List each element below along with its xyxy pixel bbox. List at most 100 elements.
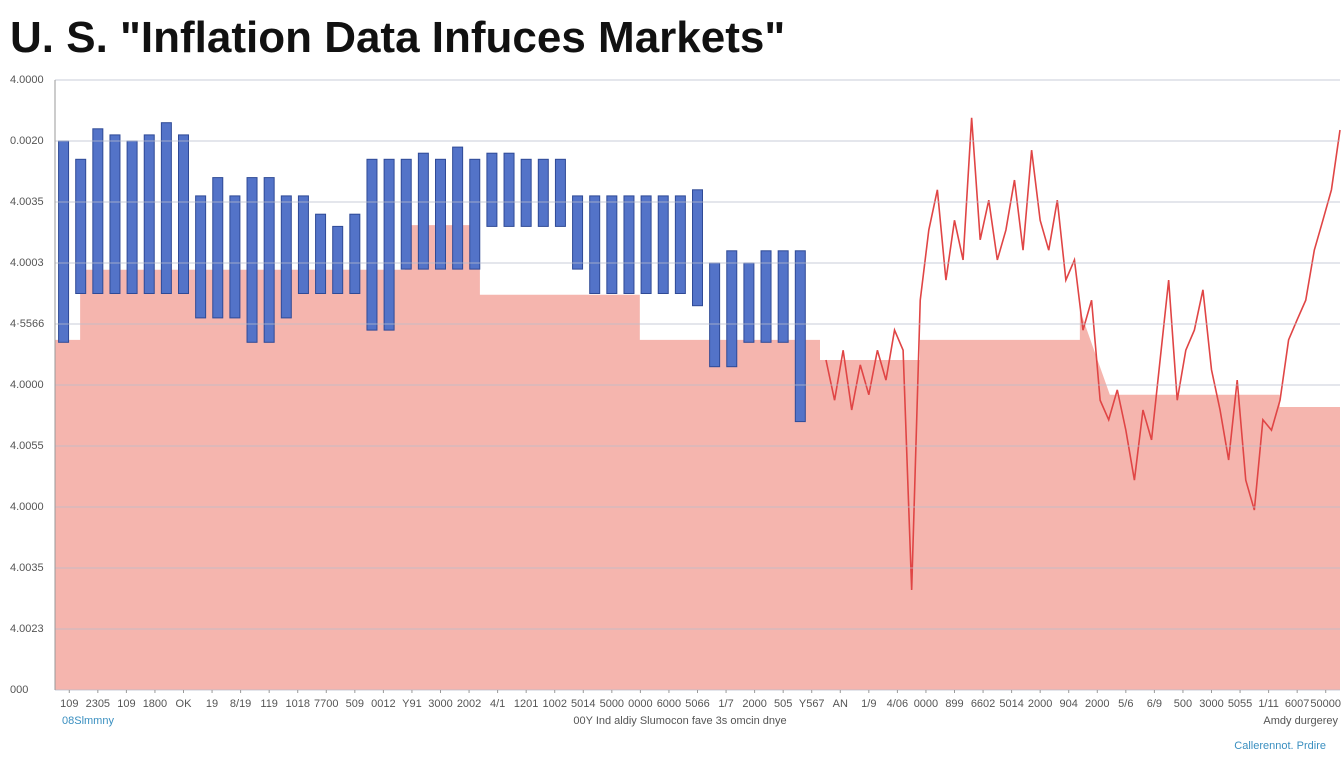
y-tick-label: 4.0035 — [10, 196, 44, 208]
x-tick-label: 2305 — [86, 698, 110, 710]
bar — [503, 152, 515, 227]
bar — [417, 152, 429, 270]
x-tick-label: 500 — [1174, 698, 1192, 710]
bar — [383, 158, 395, 331]
y-tick-label: 4.0055 — [10, 440, 44, 452]
x-tick-label: 50000 — [1310, 698, 1341, 710]
x-tick-label: 1201 — [514, 698, 538, 710]
bar — [692, 189, 703, 307]
x-tick-label: 5014 — [999, 698, 1023, 710]
x-tick-label: 0012 — [371, 698, 395, 710]
x-tick-label: 0000 — [628, 698, 652, 710]
x-tick-label: 1018 — [285, 698, 309, 710]
bar — [366, 158, 378, 331]
bar — [92, 128, 104, 294]
bar — [58, 140, 70, 343]
y-tick-label: 4·5566 — [10, 318, 44, 330]
x-tick-label: 2000 — [1028, 698, 1052, 710]
x-tick-label: 1/7 — [718, 698, 733, 710]
x-tick-label: 1002 — [542, 698, 566, 710]
bar — [726, 250, 738, 368]
x-tick-label: 6/9 — [1147, 698, 1162, 710]
bar — [674, 195, 686, 294]
bar — [486, 152, 498, 227]
x-tick-label: OK — [176, 698, 193, 710]
y-tick-label: 4.0000 — [10, 501, 44, 513]
x-tick-label: 2000 — [742, 698, 766, 710]
annotation: Amdy durgerey — [1263, 715, 1338, 727]
bar — [572, 195, 584, 270]
bar — [263, 177, 275, 343]
annotation: 00Y Ind aldiy Slumocon fave 3s omcin dny… — [573, 715, 786, 727]
x-tick-label: 7700 — [314, 698, 338, 710]
x-tick-label: 109 — [117, 698, 135, 710]
y-tick-label: 4.0000 — [10, 74, 44, 86]
line — [825, 117, 1341, 590]
bar — [160, 122, 172, 294]
bar — [297, 195, 309, 294]
y-tick-label: 4.0023 — [10, 623, 44, 635]
area — [55, 225, 1340, 690]
bar — [280, 195, 292, 319]
bar — [143, 134, 155, 294]
bar — [229, 195, 241, 319]
x-tick-label: 505 — [774, 698, 792, 710]
x-tick-label: 3000 — [428, 698, 452, 710]
y-tick-label: 4.0000 — [10, 379, 44, 391]
bar — [400, 158, 412, 270]
bar — [452, 146, 464, 270]
bar — [109, 134, 121, 294]
x-tick-label: 5066 — [685, 698, 709, 710]
bar — [554, 158, 566, 227]
bar — [794, 250, 806, 423]
bar — [315, 213, 327, 294]
bar — [520, 158, 532, 227]
x-tick-label: 2000 — [1085, 698, 1109, 710]
x-tick-label: 4/06 — [887, 698, 908, 710]
bar — [537, 158, 549, 227]
x-tick-label: 904 — [1060, 698, 1078, 710]
bar — [212, 177, 224, 319]
bar — [349, 213, 361, 294]
bar — [657, 195, 669, 294]
x-tick-label: AN — [833, 698, 848, 710]
y-tick-label: 4.0003 — [10, 257, 44, 269]
x-tick-label: 6007 — [1285, 698, 1309, 710]
y-tick-label: 000 — [10, 684, 28, 696]
bar — [760, 250, 772, 343]
x-tick-label: 3000 — [1199, 698, 1223, 710]
x-tick-label: 8/19 — [230, 698, 251, 710]
x-tick-label: 109 — [60, 698, 78, 710]
x-tick-label: 5055 — [1228, 698, 1252, 710]
x-tick-label: 1/9 — [861, 698, 876, 710]
bar — [178, 134, 189, 294]
x-tick-label: 5/6 — [1118, 698, 1133, 710]
annotation: 08Slmmny — [62, 715, 114, 727]
bar — [777, 250, 789, 343]
x-tick-label: 1800 — [143, 698, 167, 710]
bar — [623, 195, 635, 294]
x-tick-label: 509 — [346, 698, 364, 710]
x-tick-label: 4/1 — [490, 698, 505, 710]
x-tick-label: 19 — [206, 698, 218, 710]
x-tick-label: 119 — [260, 698, 278, 710]
x-tick-label: Y91 — [402, 698, 422, 710]
bar — [246, 177, 258, 343]
annotation: Callerennot. Prdire — [1234, 740, 1326, 752]
x-tick-label: 5000 — [600, 698, 624, 710]
bar — [195, 195, 207, 319]
x-tick-label: 899 — [945, 698, 963, 710]
x-tick-label: 6000 — [657, 698, 681, 710]
bar — [640, 195, 652, 294]
x-tick-label: 5014 — [571, 698, 595, 710]
bar — [75, 158, 87, 294]
bar — [743, 262, 755, 343]
bar — [709, 262, 721, 368]
bar — [606, 195, 618, 294]
bar — [469, 158, 481, 270]
bar — [332, 225, 344, 294]
x-tick-label: 2002 — [457, 698, 481, 710]
x-tick-label: Y567 — [799, 698, 825, 710]
